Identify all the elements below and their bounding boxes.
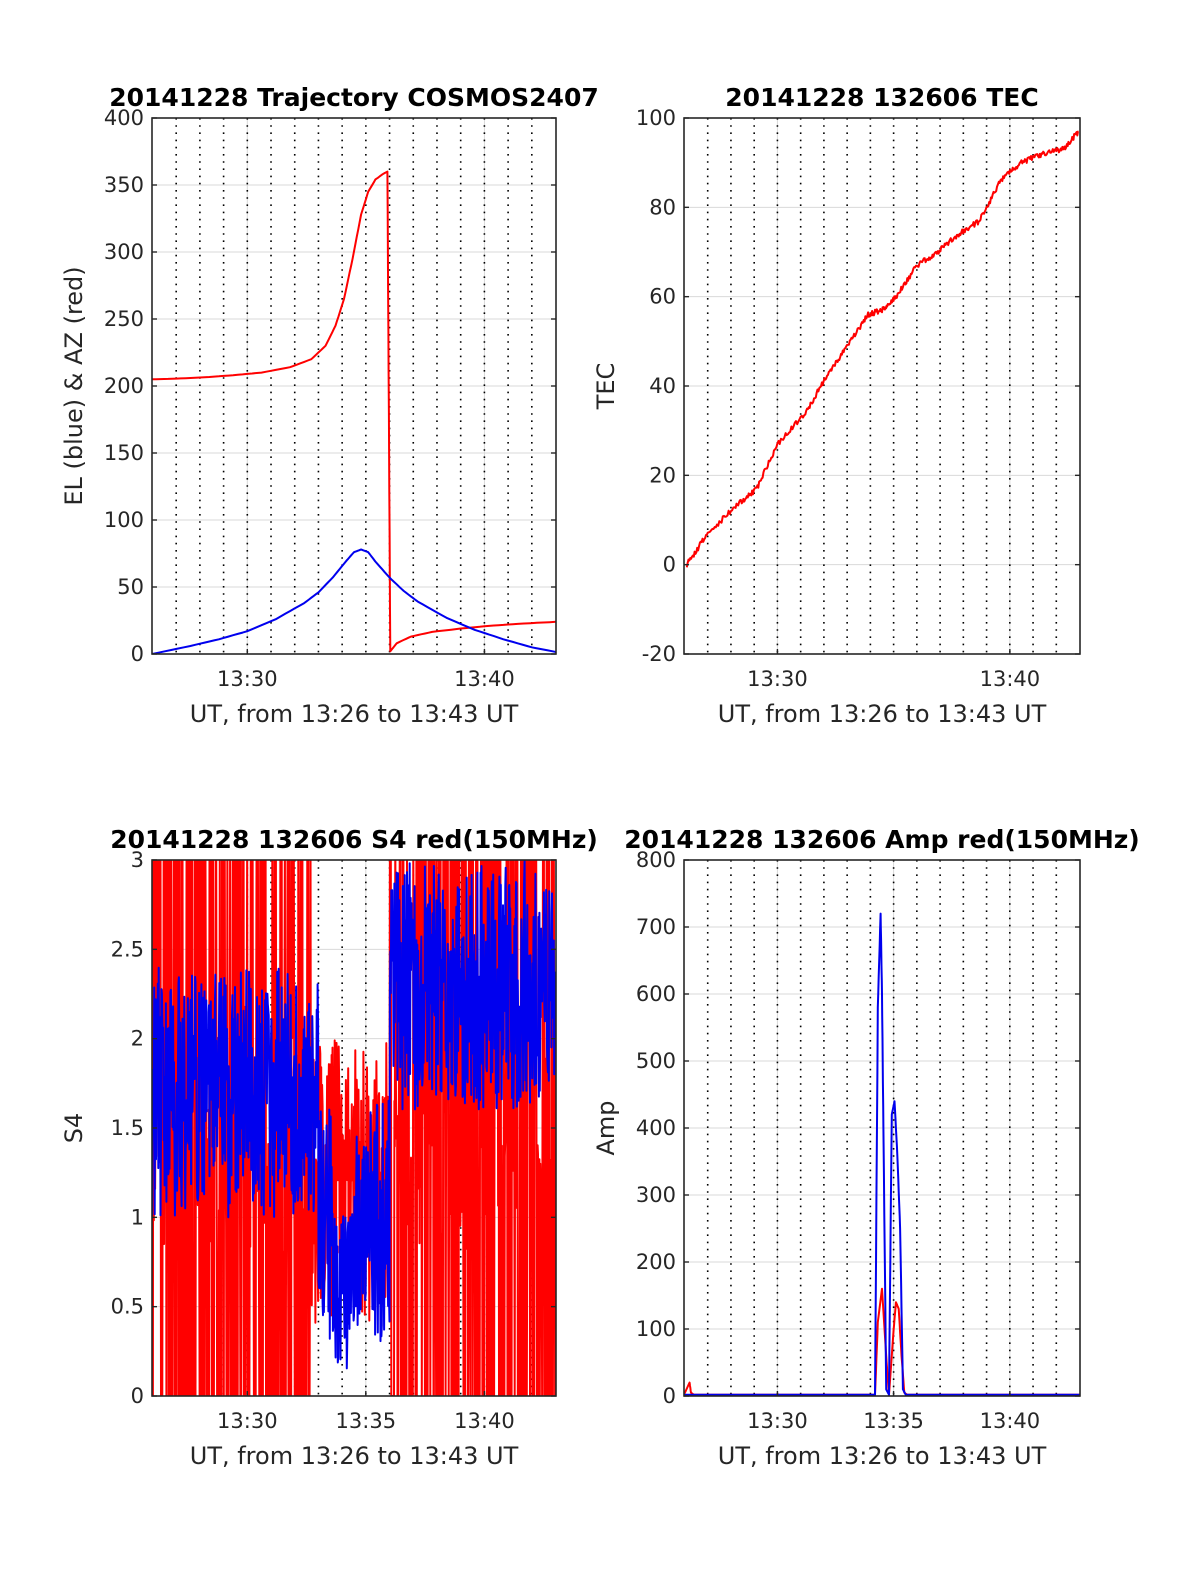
chart-panel-3: 0 0.5 1 1.5 2 2.5 3 13:30 13:35 13:40 20141228 132… <box>60 825 598 1470</box>
x-tick-label: 13:40 <box>980 667 1041 691</box>
chart-title: 20141228 132606 S4 red(150MHz) <box>110 825 598 854</box>
y-tick-label: 1.5 <box>111 1116 144 1140</box>
y-tick-label: 200 <box>636 1250 676 1274</box>
y-tick-label: 700 <box>636 915 676 939</box>
x-tick-label: 13:30 <box>217 667 278 691</box>
y-tick-label: 400 <box>104 106 144 130</box>
y-tick-label: 150 <box>104 441 144 465</box>
red-series-line <box>685 130 1079 568</box>
y-tick-label: 350 <box>104 173 144 197</box>
chart-title: 20141228 132606 Amp red(150MHz) <box>624 825 1140 854</box>
y-tick-label: 800 <box>636 848 676 872</box>
plot-area <box>152 170 556 654</box>
y-axis-label: EL (blue) & AZ (red) <box>60 266 88 505</box>
y-tick-label: 250 <box>104 307 144 331</box>
y-tick-label: 100 <box>636 106 676 130</box>
y-tick-label: 0 <box>131 642 144 666</box>
chart-panel-4: 0 100 200 300 400 500 600 700 800 13:30 13:35 13:40… <box>592 825 1140 1470</box>
y-tick-label: 0 <box>663 553 676 577</box>
blue-series-line <box>152 548 556 654</box>
y-tick-label: 40 <box>649 374 676 398</box>
y-tick-label: 1 <box>131 1205 144 1229</box>
y-axis-label: S4 <box>60 1113 88 1144</box>
red-series-line <box>152 860 556 1396</box>
y-axis-label: Amp <box>592 1100 620 1155</box>
y-tick-label: 600 <box>636 982 676 1006</box>
blue-series-line <box>152 860 556 1370</box>
chart-title: 20141228 132606 TEC <box>725 83 1038 112</box>
x-axis-label: UT, from 13:26 to 13:43 UT <box>190 700 519 728</box>
x-tick-label: 13:30 <box>747 667 808 691</box>
plot-area <box>152 860 556 1396</box>
chart-panel-2: -20 0 20 40 60 80 100 13:30 13:40 20141228 132606… <box>592 83 1081 728</box>
y-tick-label: 100 <box>104 508 144 532</box>
x-tick-label: 13:30 <box>217 1409 278 1433</box>
y-tick-label: -20 <box>642 642 676 666</box>
x-axis-label: UT, from 13:26 to 13:43 UT <box>718 1442 1047 1470</box>
x-axis-label: UT, from 13:26 to 13:43 UT <box>190 1442 519 1470</box>
y-axis-label: TEC <box>592 363 620 411</box>
y-tick-label: 300 <box>104 240 144 264</box>
y-tick-label: 20 <box>649 463 676 487</box>
chart-title: 20141228 Trajectory COSMOS2407 <box>109 83 599 112</box>
y-tick-label: 0 <box>131 1384 144 1408</box>
y-tick-label: 100 <box>636 1317 676 1341</box>
y-tick-label: 3 <box>131 848 144 872</box>
x-axis-label: UT, from 13:26 to 13:43 UT <box>718 700 1047 728</box>
y-tick-label: 2.5 <box>111 937 144 961</box>
red-series-line <box>684 1287 1080 1396</box>
y-tick-label: 2 <box>131 1027 144 1051</box>
x-tick-label: 13:35 <box>863 1409 924 1433</box>
x-tick-label: 13:40 <box>980 1409 1041 1433</box>
x-tick-label: 13:40 <box>454 667 515 691</box>
y-tick-label: 60 <box>649 285 676 309</box>
x-tick-label: 13:30 <box>747 1409 808 1433</box>
y-tick-label: 50 <box>117 575 144 599</box>
blue-series-line <box>684 912 1080 1396</box>
x-tick-label: 13:40 <box>454 1409 515 1433</box>
chart-panel-1: 0 50 100 150 200 250 300 350 400 13:30 13:40 201412… <box>60 83 599 728</box>
red-series-line <box>152 170 556 653</box>
y-tick-label: 80 <box>649 195 676 219</box>
plot-area <box>684 912 1080 1396</box>
y-tick-label: 0 <box>663 1384 676 1408</box>
y-tick-label: 0.5 <box>111 1295 144 1319</box>
x-tick-label: 13:35 <box>336 1409 397 1433</box>
y-tick-label: 400 <box>636 1116 676 1140</box>
y-tick-label: 500 <box>636 1049 676 1073</box>
plot-area <box>685 130 1079 568</box>
y-tick-label: 300 <box>636 1183 676 1207</box>
y-tick-label: 200 <box>104 374 144 398</box>
